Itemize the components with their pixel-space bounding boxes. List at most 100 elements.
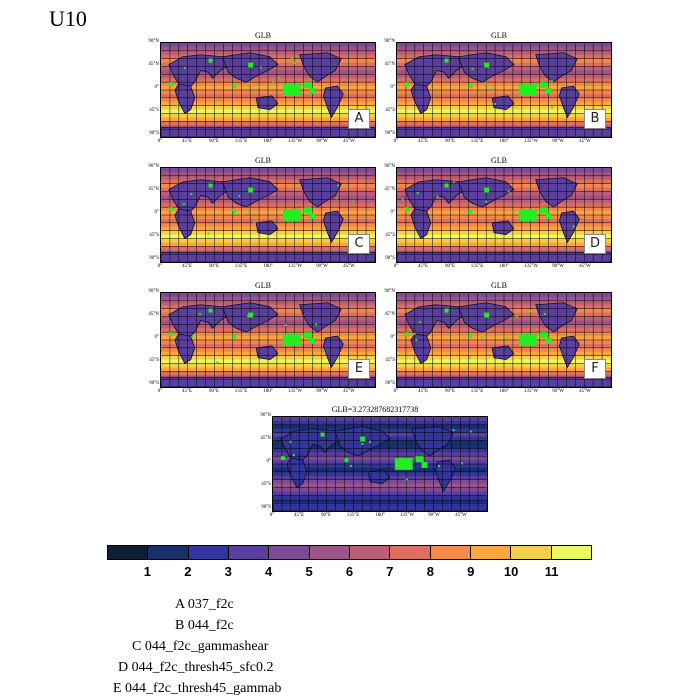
lon-tick-label: 135°E	[234, 264, 248, 269]
colorbar-segment	[269, 546, 310, 559]
lon-tick-label: 90°W	[316, 389, 328, 394]
highlight-dot	[435, 92, 438, 95]
colorbar-tick-label: 6	[345, 564, 354, 579]
lat-tick-label: 90°N	[384, 289, 395, 294]
colorbar-segment	[470, 546, 512, 559]
panel-letter-box: D	[584, 234, 606, 254]
lon-tick-label: 90°W	[552, 264, 564, 269]
lat-tick-label: 90°N	[148, 164, 159, 169]
page-title: U10	[49, 6, 87, 31]
highlight-dot	[248, 82, 251, 85]
highlight-dot	[321, 349, 324, 352]
panel-title: GLB	[491, 31, 507, 40]
map-panel: GLB 90°N 45°N 0° 45°S 90°S 0° 45°E 90°E 135°E 180°…	[384, 30, 614, 144]
lat-tick-label: 0°	[390, 335, 396, 340]
lon-tick-label: 180°	[499, 139, 509, 144]
colorbar-tick-label: 8	[426, 564, 434, 579]
lon-tick-label: 45°E	[417, 139, 429, 144]
highlight-cell	[421, 462, 428, 468]
lon-tick-label: 135°W	[523, 139, 539, 144]
highlight-dot	[207, 232, 210, 235]
highlight-dot	[438, 465, 441, 468]
lat-tick-label: 45°N	[148, 312, 159, 317]
lat-tick-label: 45°N	[148, 62, 159, 67]
panel-title: GLB	[255, 156, 271, 165]
colorbar-tick-label: 1	[143, 564, 152, 579]
lat-tick-label: 90°S	[149, 381, 159, 386]
continent-shape	[491, 95, 515, 110]
colorbar-segment	[511, 546, 552, 559]
wind-map	[161, 168, 375, 262]
wind-map	[161, 43, 375, 137]
highlight-dot	[231, 208, 234, 211]
colorbar-tick-label: 10	[503, 564, 519, 579]
highlight-cell	[282, 209, 301, 221]
highlight-dot	[292, 454, 295, 457]
continent-shape	[299, 177, 342, 208]
highlight-cell	[248, 187, 254, 193]
lon-tick-label: 45°W	[343, 264, 355, 269]
highlight-dot	[291, 57, 294, 60]
map-plot	[396, 292, 612, 388]
highlight-dot	[480, 336, 483, 339]
highlight-cell	[320, 432, 325, 437]
highlight-dot	[199, 313, 202, 316]
highlight-dot	[586, 82, 589, 85]
highlight-dot	[176, 104, 179, 107]
colorbar-tick-label: 11	[544, 564, 559, 579]
highlight-cell	[208, 183, 213, 188]
map-panel: GLB 90°N 45°N 0° 45°S 90°S 0° 45°E 90°E 135°E 180°…	[384, 155, 614, 269]
highlight-cell	[394, 458, 413, 470]
highlight-dot	[485, 82, 488, 85]
highlight-dot	[247, 315, 250, 318]
wind-map	[397, 43, 611, 137]
highlight-dot	[590, 328, 593, 331]
legend-item-b: B 044_f2c	[175, 618, 234, 633]
lon-tick-label: 45°E	[417, 264, 429, 269]
highlight-cell	[309, 88, 316, 94]
lat-tick-label: 90°S	[261, 505, 271, 510]
lat-tick-label: 45°N	[148, 187, 159, 192]
lon-tick-label: 0°	[157, 139, 163, 144]
lat-tick-label: 45°N	[384, 312, 395, 317]
map-plot	[160, 292, 376, 388]
highlight-dot	[272, 81, 275, 84]
highlight-cell	[518, 334, 537, 346]
lon-tick-label: 45°E	[181, 389, 193, 394]
continent-shape	[535, 302, 578, 333]
continent-shape	[255, 345, 279, 360]
panel-letter-box: F	[584, 359, 606, 379]
highlight-cell	[232, 84, 237, 89]
highlight-dot	[492, 88, 494, 91]
legend-item-c: C 044_f2c_gammashear	[132, 639, 269, 654]
highlight-dot	[485, 200, 488, 203]
lon-tick-label: 45°W	[343, 139, 355, 144]
lat-tick-label: 0°	[390, 85, 396, 90]
map-panel: GLB=3.273287682317738 90°N 45°N 0° 45°S 90°S 0…	[260, 404, 490, 518]
lat-tick-label: 90°N	[148, 289, 159, 294]
highlight-dot	[419, 321, 422, 324]
highlight-dot	[512, 210, 515, 213]
highlight-cell	[168, 332, 173, 337]
lon-tick-label: 45°E	[181, 264, 193, 269]
colorbar-tick-label: 5	[305, 564, 313, 579]
continent-shape	[299, 52, 342, 83]
lon-tick-label: 0°	[393, 389, 399, 394]
highlight-cell	[518, 209, 537, 221]
highlight-cell	[282, 84, 301, 96]
highlight-cell	[539, 82, 548, 89]
map-panel: GLB 90°N 45°N 0° 45°S 90°S 0° 45°E 90°E 135°E 180°…	[148, 30, 378, 144]
lat-tick-label: 90°N	[384, 164, 395, 169]
lat-tick-label: 45°S	[385, 233, 395, 238]
colorbar-segment	[430, 546, 471, 559]
highlight-dot	[469, 430, 472, 433]
highlight-cell	[468, 209, 473, 214]
highlight-dot	[337, 184, 340, 187]
highlight-dot	[401, 199, 404, 201]
lon-tick-label: 135°W	[399, 513, 415, 518]
lat-tick-label: 90°N	[148, 39, 159, 44]
highlight-cell	[208, 308, 213, 313]
highlight-dot	[369, 440, 372, 443]
highlight-dot	[529, 310, 532, 313]
highlight-dot	[349, 464, 352, 467]
